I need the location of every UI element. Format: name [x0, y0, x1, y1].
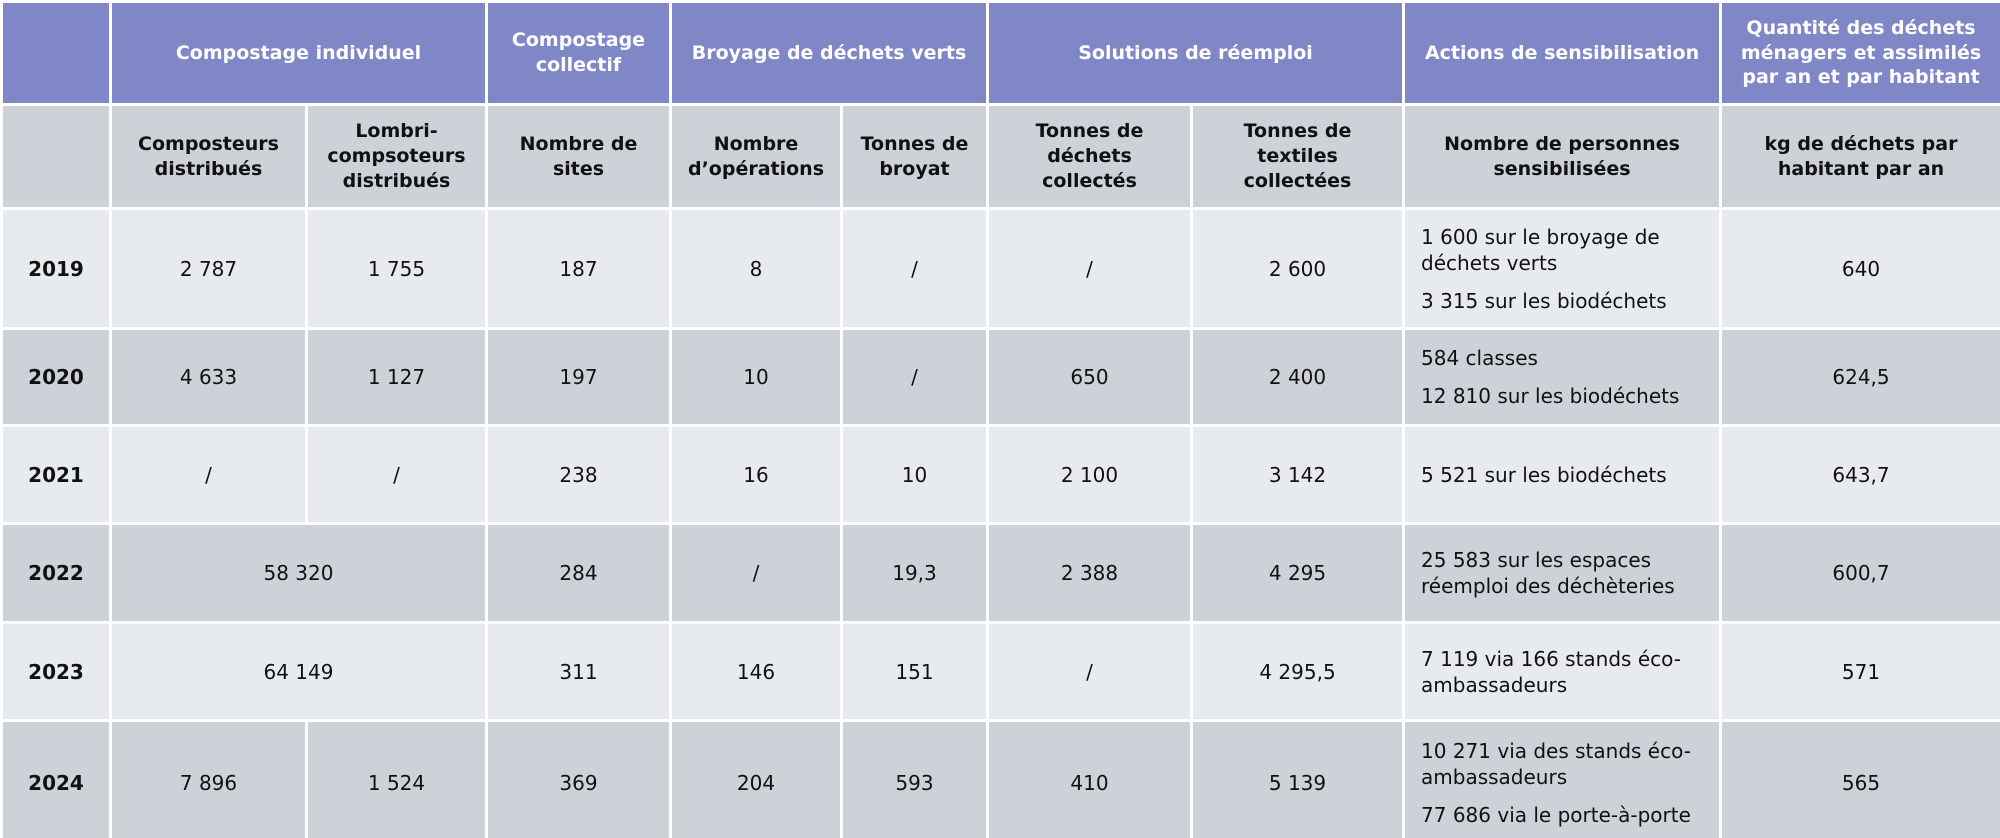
value-cell: 2 400 [1189, 327, 1406, 427]
sub-header: Lombri-compsoteurs distribués [305, 103, 488, 210]
value-cell: 410 [986, 719, 1193, 838]
group-header: Broyage de déchets verts [669, 0, 989, 106]
sub-header: Tonnes de broyat [840, 103, 989, 210]
actions-line: 10 271 via des stands éco-ambassadeurs [1421, 739, 1691, 789]
actions-line: 25 583 sur les espaces réemploi des déch… [1421, 548, 1675, 598]
value-cell: 1 755 [305, 207, 488, 330]
actions-cell: 7 119 via 166 stands éco-ambassadeurs [1402, 621, 1723, 722]
value-cell: 197 [485, 327, 672, 427]
year-cell: 2021 [0, 424, 112, 525]
value-cell: / [840, 207, 989, 330]
value-cell: 650 [986, 327, 1193, 427]
year-cell: 2022 [0, 522, 112, 624]
sub-header: Nombre de sites [485, 103, 672, 210]
value-cell: 565 [1719, 719, 2000, 838]
year-cell: 2024 [0, 719, 112, 838]
sub-header: Nombre de personnes sensibilisées [1402, 103, 1723, 210]
actions-line: 12 810 sur les biodéchets [1421, 384, 1680, 408]
value-cell: 640 [1719, 207, 2000, 330]
value-cell: 58 320 [109, 522, 488, 624]
actions-line: 7 119 via 166 stands éco-ambassadeurs [1421, 646, 1681, 697]
value-cell: 10 [840, 424, 989, 525]
table-row: 2024 7 896 1 524 369 204 593 410 5 139 10 271 vi… [0, 719, 2000, 838]
actions-line: 584 classes [1421, 346, 1538, 370]
actions-line: 3 315 sur les biodéchets [1421, 288, 1667, 313]
value-cell: 593 [840, 719, 989, 838]
value-cell: 187 [485, 207, 672, 330]
value-cell: 369 [485, 719, 672, 838]
value-cell: 4 633 [109, 327, 308, 427]
table-row: 2022 58 320 284/19,3 2 388 4 295 25 583 sur l… [0, 522, 2000, 624]
value-cell: 8 [669, 207, 843, 330]
value-cell: 2 787 [109, 207, 308, 330]
value-cell: 64 149 [109, 621, 488, 722]
table-row: 2020 4 633 1 127 197 10/650 2 400 584 classes 1… [0, 327, 2000, 427]
value-cell: / [986, 621, 1193, 722]
corner-cell [0, 103, 112, 210]
value-cell: 16 [669, 424, 843, 525]
sub-header: Nombre d’opérations [669, 103, 843, 210]
actions-cell: 584 classes 12 810 sur les biodéchets [1402, 327, 1723, 427]
value-cell: 2 600 [1189, 207, 1406, 330]
value-cell: 10 [669, 327, 843, 427]
value-cell: / [109, 424, 308, 525]
value-cell: 3 142 [1189, 424, 1406, 525]
sub-header: Tonnes de textiles collectées [1189, 103, 1406, 210]
value-cell: 4 295 [1189, 522, 1406, 624]
table-body: 2019 2 787 1 755 187 8//2 600 1 600 sur le br… [0, 207, 2000, 838]
actions-line: 77 686 via le porte-à-porte [1421, 803, 1691, 827]
sub-header: kg de déchets par habitant par an [1719, 103, 2000, 210]
sub-header: Tonnes de déchets collectés [986, 103, 1193, 210]
value-cell: 5 139 [1189, 719, 1406, 838]
table-row: 2021//238 16 10 2 100 3 142 5 521 sur les bio… [0, 424, 2000, 525]
group-header-row: Compostage individuel Compostage collecti… [0, 0, 2000, 106]
group-header: Compostage individuel [109, 0, 488, 106]
actions-line: 1 600 sur le broyage de déchets verts [1421, 224, 1660, 275]
value-cell: 4 295,5 [1189, 621, 1406, 722]
actions-cell: 25 583 sur les espaces réemploi des déch… [1402, 522, 1723, 624]
value-cell: 2 100 [986, 424, 1193, 525]
value-cell: 19,3 [840, 522, 989, 624]
value-cell: 284 [485, 522, 672, 624]
actions-line: 5 521 sur les biodéchets [1421, 462, 1667, 487]
group-header: Actions de sensibilisation [1402, 0, 1723, 106]
value-cell: 643,7 [1719, 424, 2000, 525]
value-cell: 1 127 [305, 327, 488, 427]
value-cell: / [986, 207, 1193, 330]
value-cell: 204 [669, 719, 843, 838]
sub-header: Composteurs distribués [109, 103, 308, 210]
value-cell: / [305, 424, 488, 525]
value-cell: 311 [485, 621, 672, 722]
group-header: Solutions de réemploi [985, 0, 1406, 106]
group-header: Compostage collectif [485, 0, 672, 106]
value-cell: 151 [840, 621, 989, 722]
value-cell: 146 [669, 621, 843, 722]
actions-cell: 5 521 sur les biodéchets [1402, 424, 1723, 525]
group-header: Quantité des déchets ménagers et assimil… [1719, 0, 2000, 106]
year-cell: 2020 [0, 327, 112, 427]
value-cell: 7 896 [109, 719, 308, 838]
actions-cell: 10 271 via des stands éco-ambassadeurs 77… [1402, 719, 1723, 838]
table-row: 2023 64 149 311 146 151/4 295,5 7 119 via 166… [0, 621, 2000, 722]
actions-cell: 1 600 sur le broyage de déchets verts 3 3… [1402, 207, 1723, 330]
value-cell: 571 [1719, 621, 2000, 722]
year-cell: 2019 [0, 207, 112, 330]
value-cell: 624,5 [1719, 327, 2000, 427]
value-cell: 238 [485, 424, 672, 525]
corner-cell [0, 0, 112, 106]
value-cell: 600,7 [1719, 522, 2000, 624]
table-row: 2019 2 787 1 755 187 8//2 600 1 600 sur le br… [0, 207, 2000, 330]
value-cell: 1 524 [305, 719, 488, 838]
value-cell: / [669, 522, 843, 624]
sub-header-row: Composteurs distribués Lombri-compsoteurs… [0, 103, 2000, 210]
value-cell: / [840, 327, 989, 427]
year-cell: 2023 [0, 621, 112, 722]
value-cell: 2 388 [986, 522, 1193, 624]
